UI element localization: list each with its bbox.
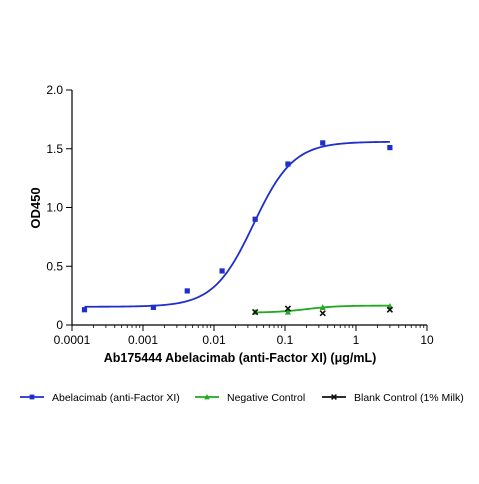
legend-marker [331, 394, 337, 400]
data-point [387, 144, 393, 151]
y-tick-label: 1.5 [46, 142, 63, 156]
x-tick-label: 1 [353, 333, 360, 347]
data-point [184, 288, 190, 294]
data-point [252, 216, 258, 222]
x-tick-label: 10 [420, 333, 434, 347]
data-point [320, 140, 326, 146]
y-tick-label: 2.0 [46, 83, 63, 97]
y-tick-label: 0.5 [46, 259, 63, 273]
data-points [81, 140, 394, 317]
y-axis-label: OD450 [28, 187, 43, 228]
x-tick-label: 0.001 [128, 333, 158, 347]
data-point [284, 305, 292, 312]
legend-label: Negative Control [227, 392, 305, 404]
legend-label: Blank Control (1% Milk) [354, 392, 464, 404]
legend: Abelacimab (anti-Factor XI) Negative Cont… [20, 392, 464, 404]
data-point [319, 304, 326, 310]
x-tick-label: 0.01 [202, 333, 226, 347]
ticks: 0 0.5 1.0 1.5 2.0 0.0001 0.001 0.01 0.1 1 10 [46, 83, 434, 347]
fit-curve [84, 140, 390, 308]
data-point [284, 308, 291, 315]
x-tick-label: 0.1 [277, 333, 294, 347]
data-point [251, 308, 259, 316]
x-tick-label: 0.0001 [54, 333, 91, 347]
y-tick-label: 0 [56, 318, 63, 332]
data-point [285, 161, 291, 167]
data-point [81, 307, 88, 313]
legend-marker [29, 394, 35, 400]
data-point [219, 268, 225, 274]
x-axis-label: Ab175444 Abelacimab (anti-Factor XI) (μg… [104, 351, 377, 365]
legend-marker [204, 394, 210, 400]
legend-label: Abelacimab (anti-Factor XI) [52, 392, 180, 404]
data-point [150, 304, 156, 310]
data-point [386, 306, 394, 313]
data-point [319, 310, 326, 317]
axes [71, 90, 427, 326]
y-tick-label: 1.0 [46, 201, 63, 215]
fit-curves [84, 140, 390, 314]
